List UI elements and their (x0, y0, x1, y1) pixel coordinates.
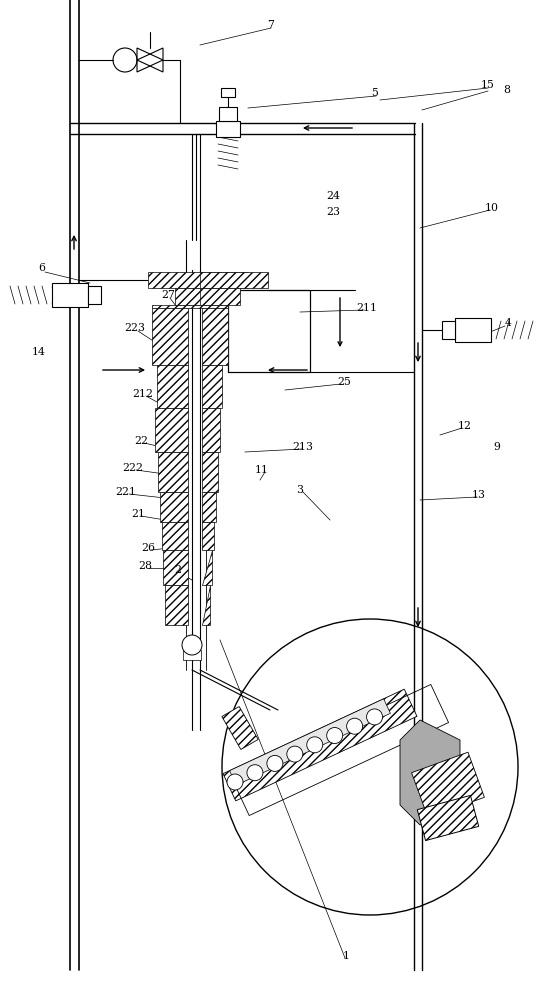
Circle shape (182, 635, 202, 655)
Polygon shape (202, 585, 210, 625)
Polygon shape (157, 365, 188, 408)
Polygon shape (202, 550, 212, 585)
Bar (183, 650, 201, 660)
Text: 2: 2 (175, 565, 182, 575)
Polygon shape (152, 308, 188, 365)
Text: 212: 212 (133, 389, 154, 399)
Text: 21: 21 (131, 509, 145, 519)
Polygon shape (200, 272, 268, 288)
Text: 15: 15 (481, 80, 495, 90)
Text: 5: 5 (371, 88, 378, 98)
Polygon shape (200, 288, 240, 305)
Polygon shape (222, 707, 258, 749)
Text: 8: 8 (503, 85, 510, 95)
Bar (216, 121, 240, 137)
Polygon shape (400, 720, 460, 825)
Bar (221, 88, 235, 97)
Text: 1: 1 (342, 951, 349, 961)
Text: 13: 13 (472, 490, 486, 500)
Circle shape (267, 755, 283, 771)
Bar (455, 318, 491, 342)
Text: 22: 22 (134, 436, 148, 446)
Polygon shape (202, 408, 220, 452)
Text: 10: 10 (485, 203, 499, 213)
Polygon shape (175, 288, 222, 305)
Text: 3: 3 (296, 485, 303, 495)
Polygon shape (163, 550, 188, 585)
Text: 14: 14 (32, 347, 46, 357)
Polygon shape (202, 365, 222, 408)
Bar (52, 283, 88, 307)
Text: 24: 24 (326, 191, 340, 201)
Text: 11: 11 (255, 465, 269, 475)
Circle shape (367, 709, 383, 725)
Text: 6: 6 (38, 263, 45, 273)
Circle shape (347, 718, 363, 734)
Text: 26: 26 (141, 543, 155, 553)
Polygon shape (148, 272, 248, 288)
Text: 221: 221 (115, 487, 136, 497)
Circle shape (287, 746, 303, 762)
Text: 222: 222 (122, 463, 143, 473)
Polygon shape (417, 795, 479, 841)
Bar (219, 107, 237, 121)
Text: 27: 27 (161, 290, 175, 300)
Text: 213: 213 (293, 442, 314, 452)
Circle shape (227, 774, 243, 790)
Text: 28: 28 (138, 561, 152, 571)
Polygon shape (202, 492, 216, 522)
Text: 9: 9 (494, 442, 500, 452)
Polygon shape (162, 522, 188, 550)
Text: 12: 12 (458, 421, 472, 431)
Text: 7: 7 (267, 20, 274, 30)
Text: 23: 23 (326, 207, 340, 217)
Circle shape (247, 765, 263, 781)
Bar (442, 321, 455, 339)
Polygon shape (230, 699, 390, 785)
Polygon shape (412, 752, 485, 818)
Text: 223: 223 (125, 323, 146, 333)
Polygon shape (223, 689, 417, 801)
Polygon shape (158, 452, 188, 492)
Text: 25: 25 (337, 377, 351, 387)
Polygon shape (202, 522, 214, 550)
Polygon shape (160, 492, 188, 522)
Polygon shape (152, 305, 228, 308)
Text: 211: 211 (356, 303, 377, 313)
Polygon shape (155, 408, 188, 452)
Circle shape (327, 728, 343, 744)
Polygon shape (165, 585, 188, 625)
Polygon shape (202, 452, 218, 492)
Text: 4: 4 (505, 318, 512, 328)
Polygon shape (202, 308, 228, 365)
Bar (88, 286, 101, 304)
Circle shape (307, 737, 323, 753)
